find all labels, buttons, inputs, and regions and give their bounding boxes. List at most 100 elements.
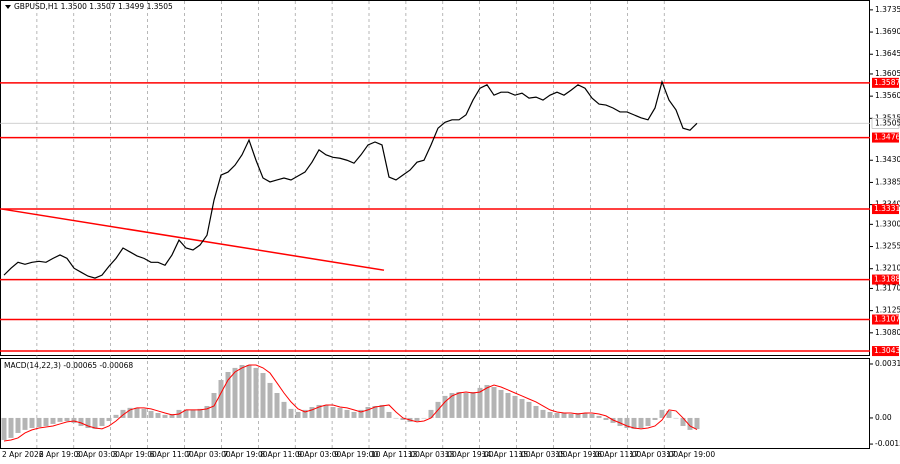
macd-bar <box>344 409 350 418</box>
y-tick-label: 1.3385 <box>875 177 900 186</box>
level-box <box>872 346 899 357</box>
macd-bar <box>141 408 147 418</box>
macd-bar <box>386 411 392 418</box>
macd-y-tick-label: 0.00316 <box>875 359 900 368</box>
y-tick-label: 1.3690 <box>875 27 900 36</box>
macd-bar <box>470 391 476 418</box>
macd-bar <box>1 417 7 440</box>
macd-bar <box>309 407 315 418</box>
macd-bar <box>15 417 21 433</box>
y-tick-label: 1.3210 <box>875 264 900 273</box>
macd-bar <box>351 411 357 418</box>
macd-bar <box>505 393 511 418</box>
macd-bar <box>561 412 567 418</box>
y-tick-label: 1.3605 <box>875 69 900 78</box>
x-tick-label: 9 Apr 19:00 <box>334 450 378 459</box>
macd-bar <box>645 417 651 426</box>
macd-bar <box>162 414 168 418</box>
macd-bar <box>673 417 679 419</box>
macd-bar <box>85 417 91 429</box>
macd-bar <box>22 417 28 430</box>
macd-bar <box>57 417 63 422</box>
macd-bar <box>169 414 175 418</box>
y-tick-label: 1.3300 <box>875 219 900 228</box>
x-tick-label: 8 Apr 11:00 <box>260 450 304 459</box>
level-label: 1.3476 <box>874 133 900 142</box>
macd-bar <box>134 407 140 418</box>
macd-panel <box>0 358 870 449</box>
macd-bar <box>596 415 602 418</box>
macd-bar <box>624 417 630 429</box>
macd-bar <box>638 417 644 429</box>
macd-bar <box>36 417 42 427</box>
macd-bar <box>442 395 448 418</box>
macd-bar <box>225 372 231 418</box>
macd-y-tick-label: 0.00 <box>875 413 892 422</box>
x-tick-label: 2 Apr 19:00 <box>39 450 83 459</box>
x-tick-label: 7 Apr 19:00 <box>223 450 267 459</box>
macd-bar <box>400 417 406 420</box>
macd-bar <box>498 389 504 418</box>
macd-bar <box>218 380 224 418</box>
macd-bar <box>127 407 133 418</box>
x-tick-label: 15 Apr 03:00 <box>519 450 568 459</box>
macd-bar <box>99 417 105 426</box>
level-box <box>872 77 899 88</box>
macd-bar <box>526 401 532 418</box>
macd-bar <box>372 405 378 418</box>
macd-bar <box>337 407 343 418</box>
level-label: 1.3043 <box>874 346 900 355</box>
x-tick-label: 17 Apr 03:00 <box>629 450 678 459</box>
chart-title: GBPUSD,H1 1.3500 1.3507 1.3499 1.3505 <box>14 2 173 11</box>
x-tick-label: 3 Apr 19:00 <box>113 450 157 459</box>
macd-bar <box>575 412 581 418</box>
macd-bar <box>148 410 154 418</box>
menu-icon <box>5 5 11 9</box>
x-tick-label: 16 Apr 11:00 <box>592 450 641 459</box>
macd-bar <box>253 367 259 418</box>
macd-bar <box>463 393 469 418</box>
macd-bar <box>694 417 700 430</box>
last-price-box <box>871 118 900 129</box>
macd-bar <box>484 384 490 418</box>
macd-bar <box>680 417 686 426</box>
macd-bar <box>29 417 35 429</box>
y-tick-label: 1.3080 <box>875 328 900 337</box>
macd-bar <box>155 412 161 418</box>
x-tick-label: 14 Apr 11:00 <box>482 450 531 459</box>
x-tick-label: 9 Apr 03:00 <box>297 450 341 459</box>
level-label: 1.3188 <box>874 275 900 284</box>
y-tick-label: 1.3430 <box>875 155 900 164</box>
level-label: 1.3331 <box>874 204 900 213</box>
x-tick-label: 3 Apr 03:00 <box>76 450 120 459</box>
level-label: 1.3587 <box>874 78 900 87</box>
macd-bar <box>281 401 287 418</box>
macd-bar <box>540 409 546 418</box>
trend-line <box>1 208 385 271</box>
macd-bar <box>113 414 119 418</box>
macd-bar <box>617 417 623 426</box>
x-tick-label: 2 Apr 2026 <box>2 450 44 459</box>
level-box <box>872 274 899 285</box>
x-tick-label: 13 Apr 03:00 <box>408 450 457 459</box>
macd-bar <box>274 393 280 418</box>
x-tick-label: 15 Apr 19:00 <box>556 450 605 459</box>
macd-bar <box>260 373 266 418</box>
macd-bar <box>8 417 14 438</box>
macd-bar <box>239 365 245 418</box>
macd-bar <box>379 404 385 418</box>
y-tick-label: 1.3735 <box>875 5 900 14</box>
macd-bar <box>106 417 112 422</box>
macd-bar <box>365 407 371 418</box>
macd-bar <box>456 391 462 418</box>
macd-bar <box>554 412 560 418</box>
macd-bar <box>50 417 56 424</box>
level-box <box>872 314 899 325</box>
macd-bar <box>631 417 637 429</box>
level-box <box>872 204 899 215</box>
price-line <box>3 79 698 279</box>
macd-bar <box>316 404 322 418</box>
macd-signal <box>3 364 698 442</box>
level-label: 1.3107 <box>874 315 900 324</box>
